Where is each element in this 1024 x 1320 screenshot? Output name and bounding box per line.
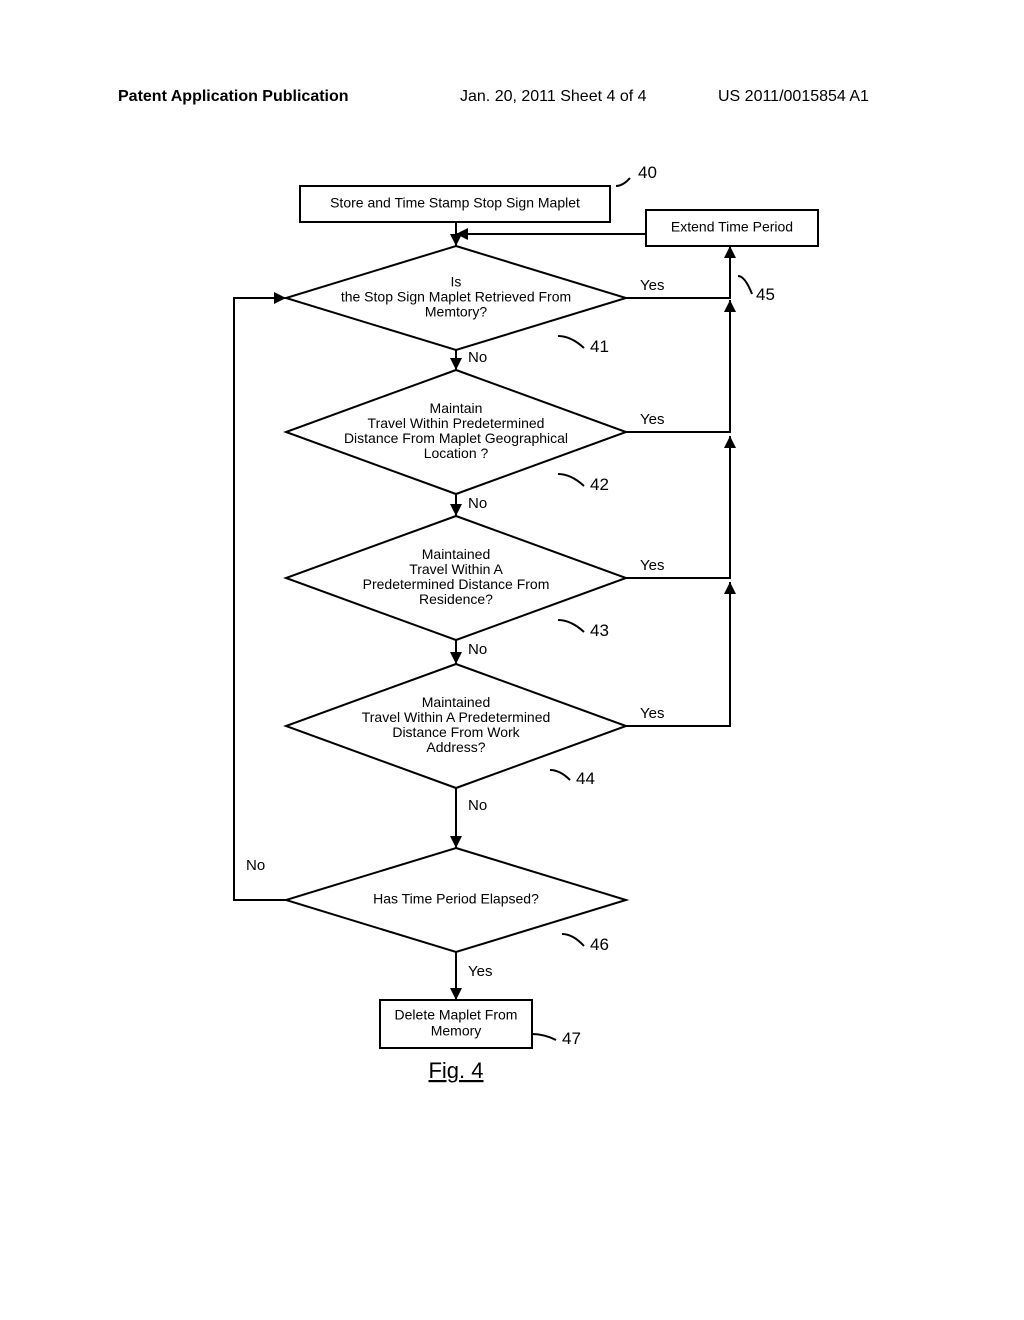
svg-text:Yes: Yes [640,277,664,294]
svg-text:Travel Within A: Travel Within A [409,561,503,577]
svg-text:Yes: Yes [640,705,664,722]
svg-text:Yes: Yes [640,411,664,428]
svg-text:Address?: Address? [426,739,485,755]
svg-text:Distance From Maplet Geographi: Distance From Maplet Geographical [344,430,568,446]
svg-text:42: 42 [590,475,609,494]
svg-text:47: 47 [562,1029,581,1048]
svg-text:Delete Maplet From: Delete Maplet From [395,1007,518,1023]
svg-text:Memory: Memory [431,1023,482,1039]
svg-text:Extend Time Period: Extend Time Period [671,219,793,235]
svg-text:Location ?: Location ? [424,445,489,461]
svg-text:Distance From Work: Distance From Work [392,724,520,740]
svg-text:Yes: Yes [468,963,492,980]
svg-text:40: 40 [638,163,657,182]
svg-text:Fig. 4: Fig. 4 [428,1058,483,1083]
svg-text:Has Time Period Elapsed?: Has Time Period Elapsed? [373,891,539,907]
svg-text:Travel Within A Predetermined: Travel Within A Predetermined [362,709,551,725]
svg-text:Maintain: Maintain [430,400,483,416]
svg-text:Travel Within Predetermined: Travel Within Predetermined [368,415,545,431]
svg-text:No: No [468,641,487,658]
page-container: Patent Application Publication Jan. 20, … [0,0,1024,1320]
flowchart-svg: Store and Time Stamp Stop Sign Maplet 40 E… [0,0,1024,1320]
svg-text:46: 46 [590,935,609,954]
svg-text:Maintained: Maintained [422,694,491,710]
svg-text:41: 41 [590,337,609,356]
svg-text:45: 45 [756,285,775,304]
svg-text:No: No [468,495,487,512]
svg-text:Yes: Yes [640,557,664,574]
svg-text:Memtory?: Memtory? [425,304,487,320]
svg-text:Residence?: Residence? [419,591,493,607]
svg-text:No: No [468,349,487,366]
svg-text:No: No [246,857,265,874]
svg-text:44: 44 [576,769,595,788]
svg-text:the Stop Sign Maplet Retrieved: the Stop Sign Maplet Retrieved From [341,289,571,305]
svg-text:Store and Time Stamp Stop Sign: Store and Time Stamp Stop Sign Maplet [330,195,580,211]
svg-text:43: 43 [590,621,609,640]
svg-text:Maintained: Maintained [422,546,491,562]
svg-text:Is: Is [451,274,462,290]
svg-text:No: No [468,797,487,814]
svg-text:Predetermined Distance From: Predetermined Distance From [363,576,550,592]
